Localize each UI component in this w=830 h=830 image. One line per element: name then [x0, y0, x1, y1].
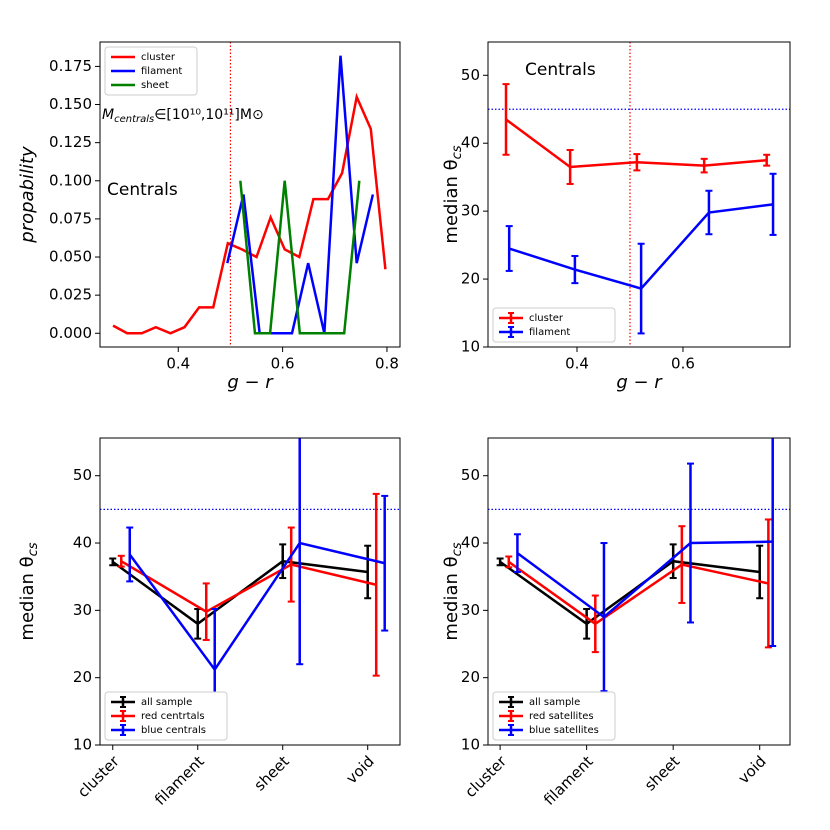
y-tick-label: 50: [461, 66, 480, 84]
y-axis-label-text: median θ: [441, 556, 462, 640]
x-tick-label: filament: [151, 752, 208, 809]
legend-label: all sample: [141, 697, 192, 708]
legend-box: [492, 307, 616, 343]
y-tick-label: 0.025: [49, 286, 92, 304]
y-axis-label-text: median θ: [17, 556, 38, 640]
x-tick-label: sheet: [641, 752, 683, 794]
legend-label: red satellites: [529, 711, 594, 722]
y-tick-label: 30: [73, 601, 92, 619]
legend-label: blue satellites: [529, 725, 599, 736]
legend-label: sheet: [141, 80, 169, 91]
x-tick-label: 0.6: [671, 355, 695, 373]
data-line: [226, 55, 375, 335]
x-tick-label: cluster: [461, 752, 510, 801]
y-tick-label: 10: [461, 338, 480, 356]
legend-label: filament: [141, 66, 182, 77]
y-tick-label: 0.100: [49, 171, 92, 189]
y-tick-label: 30: [461, 202, 480, 220]
annotation-sub: centrals: [114, 114, 154, 125]
plot-area: [488, 42, 790, 347]
y-tick-label: 20: [461, 668, 480, 686]
annotation: Centrals: [525, 60, 596, 80]
axes-frame: [99, 41, 401, 348]
x-axis-label: g − r: [227, 372, 274, 393]
annotation-tail: ∈[10¹⁰,10¹¹]M⊙: [154, 107, 263, 123]
axes-frame: [99, 437, 401, 746]
y-axis-label-text: median θ: [441, 159, 462, 243]
x-axis-label: g − r: [616, 372, 663, 393]
legend-box: [104, 691, 228, 741]
axes-frame: [487, 437, 791, 746]
y-axis-label: propability: [17, 146, 38, 244]
panel: 0.4 0.6 10 20 30 40 50 g − r median θcs cluster fi…: [441, 41, 791, 393]
panel: 0.4 0.6 0.8 0.000 0.025 0.050 0.075 0.100 0.125 0…: [17, 41, 401, 393]
y-tick-label: 50: [461, 466, 480, 484]
legend-label: red centrtals: [141, 711, 205, 722]
x-tick-label: 0.6: [271, 355, 295, 373]
legend-box: [104, 46, 198, 96]
x-tick-label: 0.4: [565, 355, 589, 373]
x-tick-label: filament: [540, 752, 597, 809]
legend-label: blue centrals: [141, 725, 206, 736]
y-tick-label: 10: [461, 736, 480, 754]
annotation-text: Centrals: [107, 180, 178, 200]
x-tick-label: void: [343, 752, 378, 787]
y-axis-label-sub: cs: [26, 542, 41, 556]
y-tick-label: 50: [73, 466, 92, 484]
y-tick-label: 40: [73, 534, 92, 552]
annotation-text: M: [102, 107, 114, 123]
annotation: Mcentrals∈[10¹⁰,10¹¹]M⊙: [102, 107, 264, 125]
legend-label: cluster: [529, 313, 564, 324]
y-tick-label: 0.075: [49, 209, 92, 227]
data-line: [516, 540, 773, 619]
y-tick-label: 0.175: [49, 57, 92, 75]
y-tick-label: 40: [461, 134, 480, 152]
x-tick-label: 0.8: [375, 355, 399, 373]
data-line: [239, 180, 361, 335]
axes-frame: [487, 41, 791, 348]
legend-label: all sample: [529, 697, 580, 708]
x-tick-label: 0.4: [166, 355, 190, 373]
y-axis-label-sub: cs: [450, 145, 465, 159]
y-axis-label-sub: cs: [450, 542, 465, 556]
x-tick-label: void: [735, 752, 770, 787]
data-line: [120, 560, 377, 614]
plot-area: [488, 438, 790, 693]
y-tick-label: 0.125: [49, 133, 92, 151]
y-tick-label: 0.050: [49, 248, 92, 266]
plot-area: [100, 438, 400, 732]
y-axis-label: median θcs: [441, 542, 465, 640]
plot-area: [112, 42, 387, 347]
legend-label: cluster: [141, 52, 176, 63]
legend-label: filament: [529, 327, 570, 338]
y-tick-label: 10: [73, 736, 92, 754]
y-tick-label: 20: [73, 668, 92, 686]
y-axis-label: median θcs: [441, 145, 465, 243]
data-line: [128, 541, 385, 672]
y-tick-label: 0.150: [49, 95, 92, 113]
y-tick-label: 0.000: [49, 324, 92, 342]
x-tick-label: cluster: [74, 752, 123, 801]
panel: cluster filament sheet void 10 20 30 40 50 median…: [441, 437, 791, 809]
annotation-text: Centrals: [525, 60, 596, 80]
panel: cluster filament sheet void 10 20 30 40 50 median…: [17, 437, 401, 809]
y-tick-label: 20: [461, 270, 480, 288]
data-line: [508, 560, 769, 626]
x-tick-label: sheet: [251, 752, 293, 794]
annotation: Centrals: [107, 180, 178, 200]
y-axis-label-text: propability: [17, 146, 38, 244]
y-tick-label: 30: [461, 601, 480, 619]
data-line: [499, 559, 760, 626]
data-line: [112, 92, 387, 335]
y-tick-label: 40: [461, 534, 480, 552]
legend-box: [492, 691, 616, 741]
y-axis-label: median θcs: [17, 542, 41, 640]
